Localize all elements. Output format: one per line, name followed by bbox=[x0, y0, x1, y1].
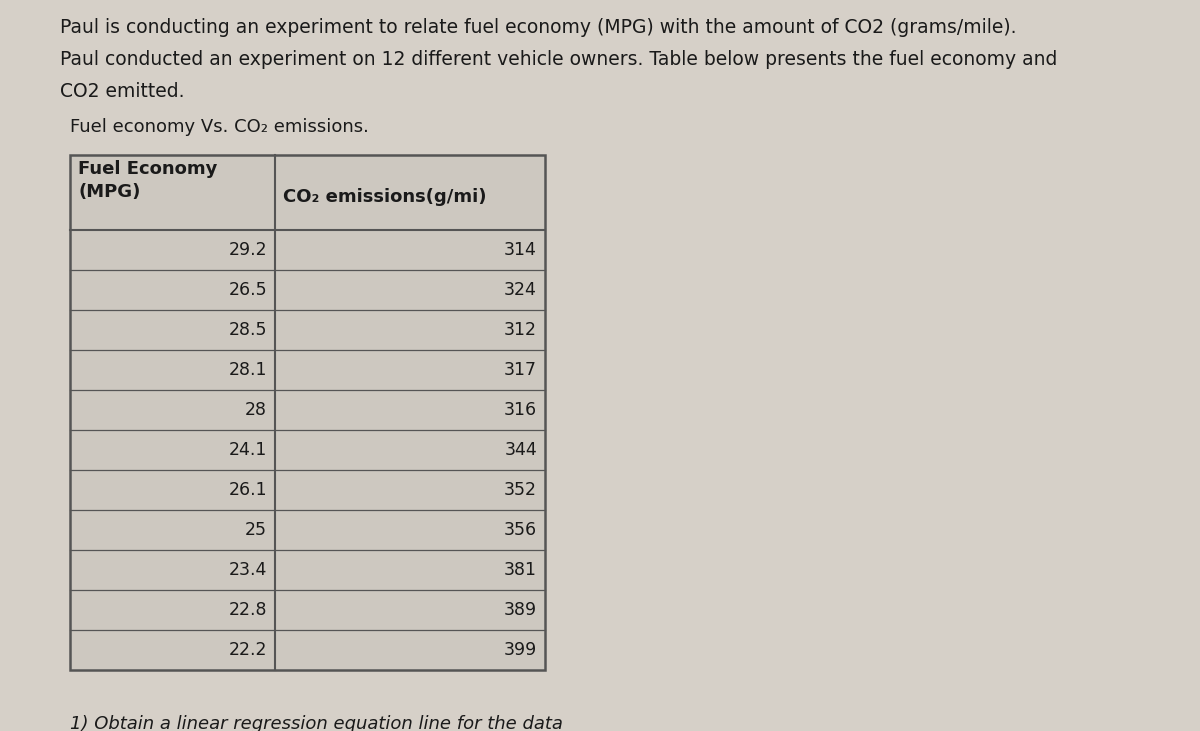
Text: Fuel Economy
(MPG): Fuel Economy (MPG) bbox=[78, 160, 217, 201]
Text: 28.1: 28.1 bbox=[228, 361, 266, 379]
Text: CO₂ emissions(g/mi): CO₂ emissions(g/mi) bbox=[283, 188, 486, 206]
Text: 344: 344 bbox=[504, 441, 538, 459]
Text: 381: 381 bbox=[504, 561, 538, 579]
Text: Fuel economy Vs. CO₂ emissions.: Fuel economy Vs. CO₂ emissions. bbox=[70, 118, 368, 136]
Text: 1) Obtain a linear regression equation line for the data: 1) Obtain a linear regression equation l… bbox=[70, 715, 563, 731]
Text: 317: 317 bbox=[504, 361, 538, 379]
Text: 28.5: 28.5 bbox=[228, 321, 266, 339]
Text: 356: 356 bbox=[504, 521, 538, 539]
Text: 22.2: 22.2 bbox=[228, 641, 266, 659]
Text: 29.2: 29.2 bbox=[228, 241, 266, 259]
Text: Paul is conducting an experiment to relate fuel economy (MPG) with the amount of: Paul is conducting an experiment to rela… bbox=[60, 18, 1016, 37]
Text: 314: 314 bbox=[504, 241, 538, 259]
Text: 28: 28 bbox=[245, 401, 266, 419]
Text: 26.1: 26.1 bbox=[228, 481, 266, 499]
Text: 24.1: 24.1 bbox=[229, 441, 266, 459]
Text: 316: 316 bbox=[504, 401, 538, 419]
Text: 25: 25 bbox=[245, 521, 266, 539]
Text: 23.4: 23.4 bbox=[229, 561, 266, 579]
Text: 22.8: 22.8 bbox=[228, 601, 266, 619]
Text: 324: 324 bbox=[504, 281, 538, 299]
Text: 312: 312 bbox=[504, 321, 538, 339]
Text: 26.5: 26.5 bbox=[228, 281, 266, 299]
Text: Paul conducted an experiment on 12 different vehicle owners. Table below present: Paul conducted an experiment on 12 diffe… bbox=[60, 50, 1057, 69]
Text: 352: 352 bbox=[504, 481, 538, 499]
Text: CO2 emitted.: CO2 emitted. bbox=[60, 82, 185, 101]
Text: 389: 389 bbox=[504, 601, 538, 619]
Text: 399: 399 bbox=[504, 641, 538, 659]
